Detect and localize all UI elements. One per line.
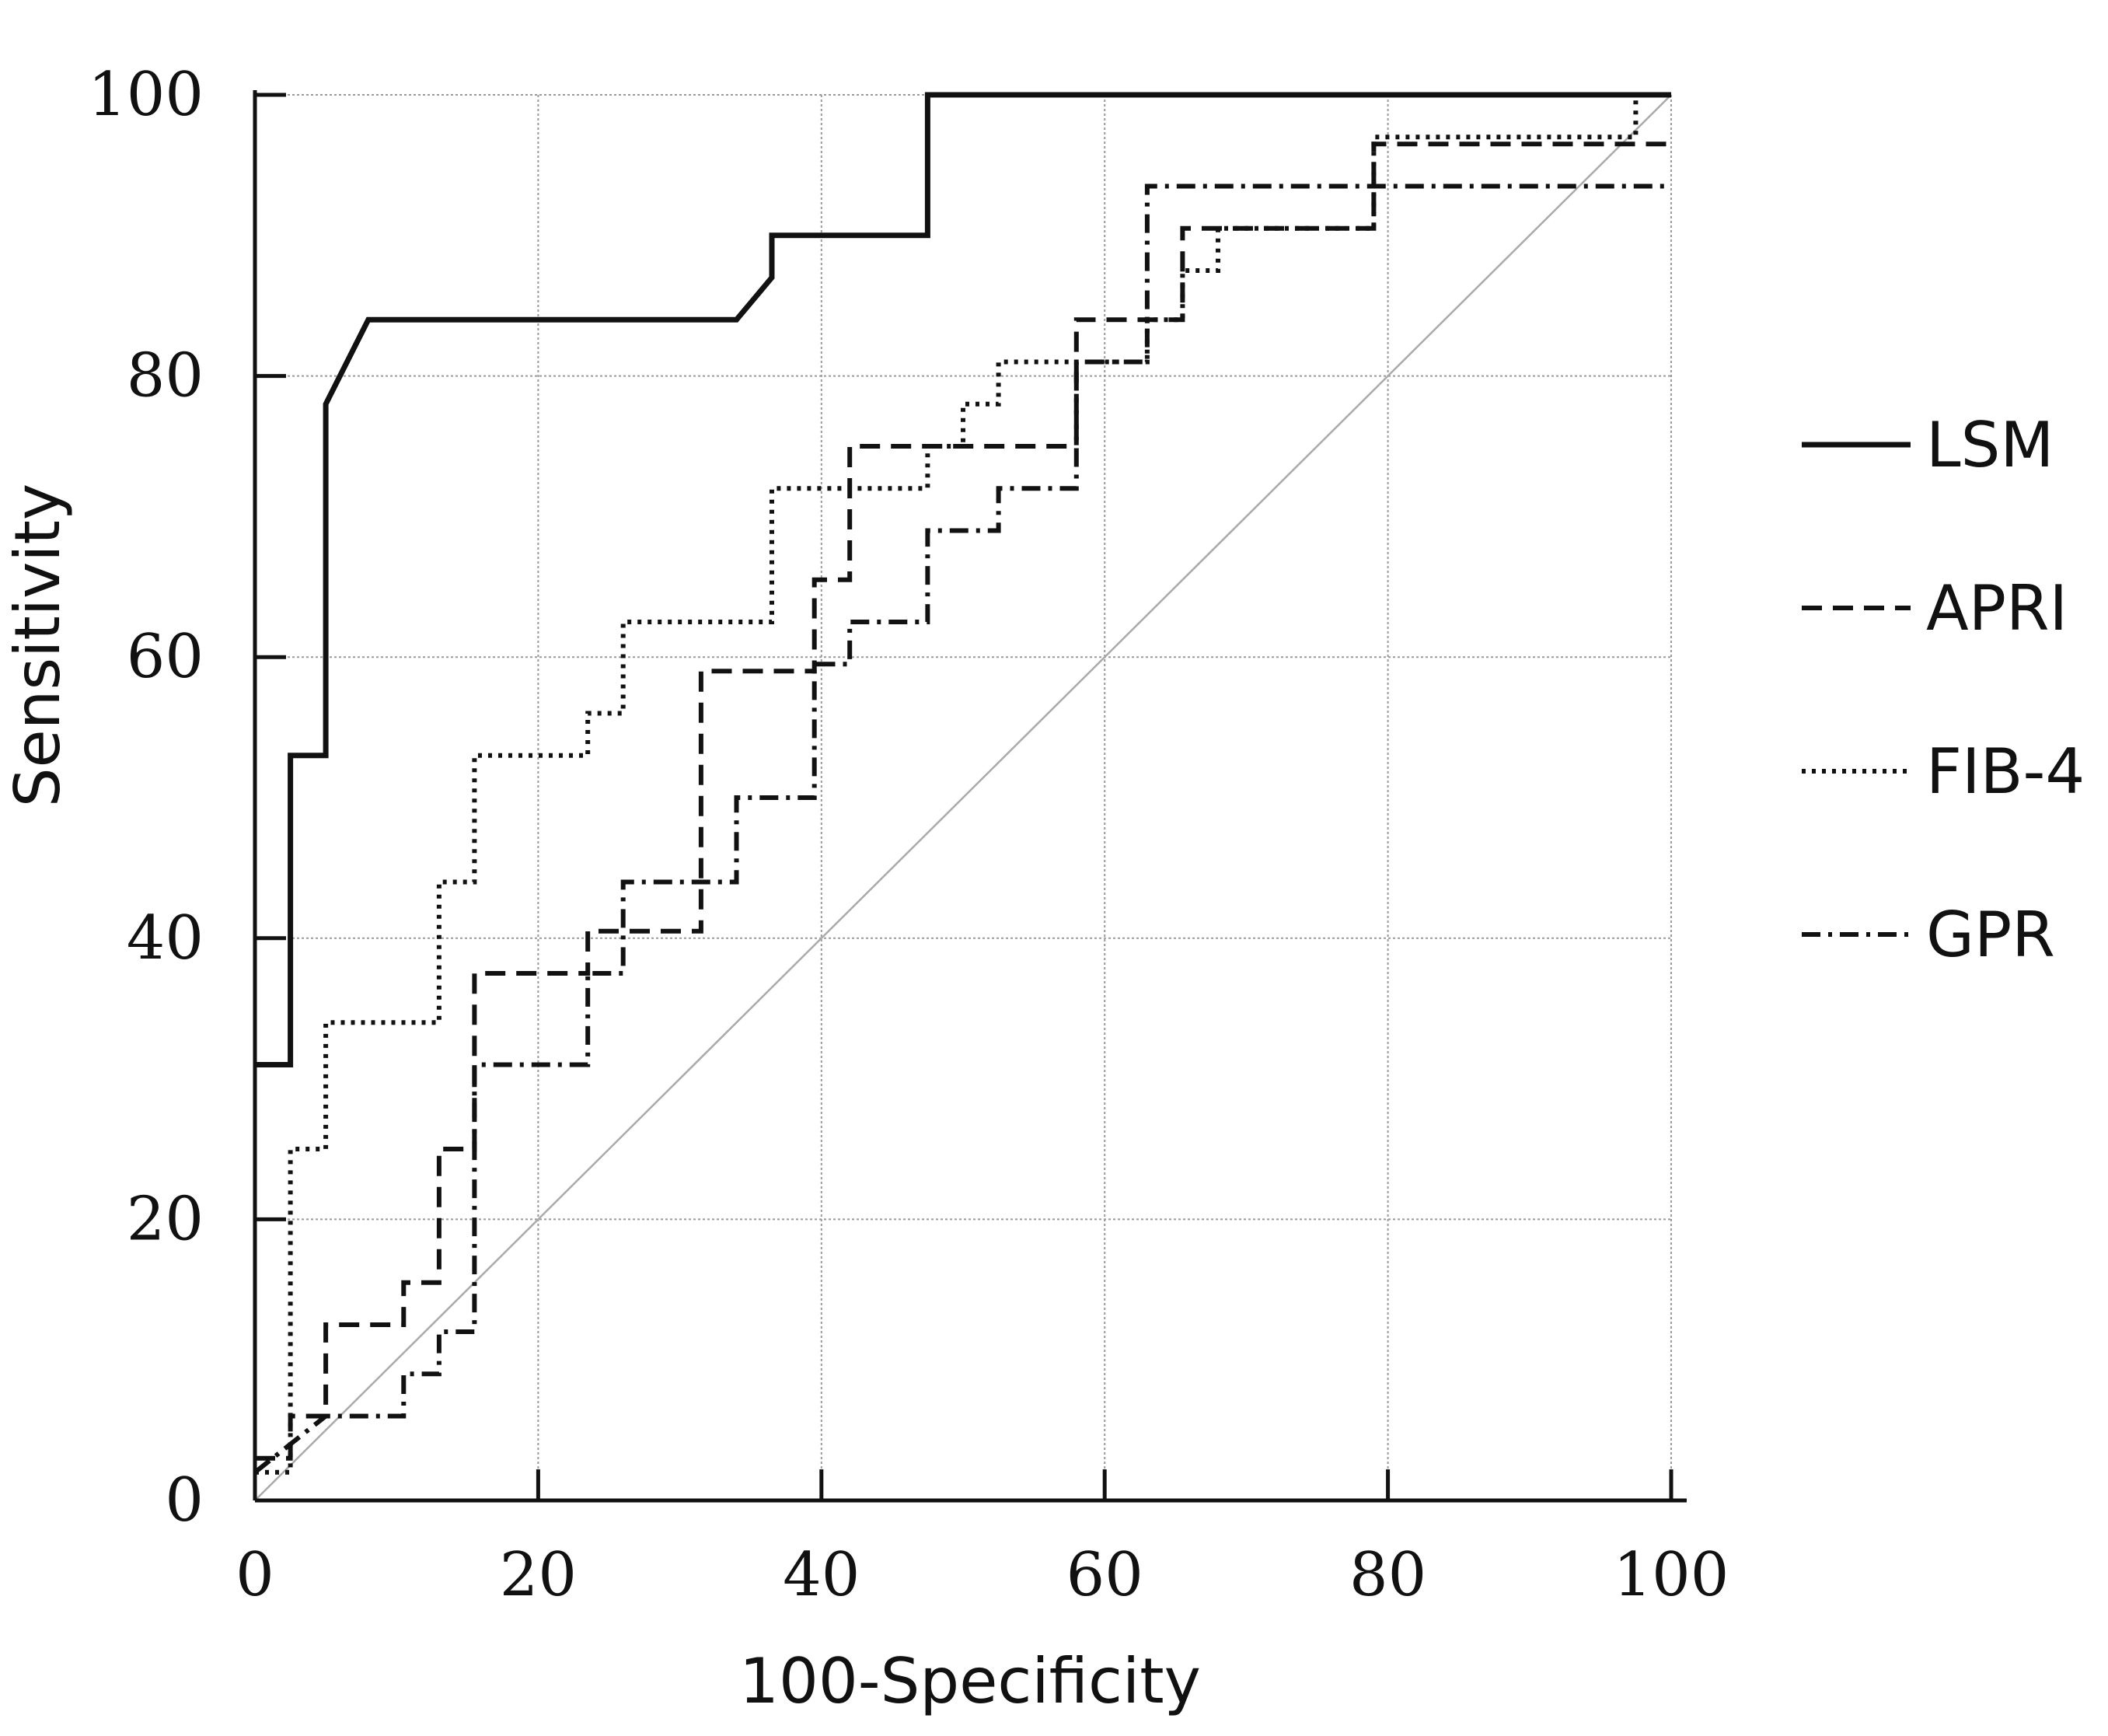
y-tick-label: 100: [88, 60, 204, 130]
x-tick-label: 100: [1614, 1540, 1729, 1610]
y-tick-label: 0: [165, 1465, 204, 1535]
x-tick-label: 60: [1066, 1540, 1143, 1610]
y-tick-label: 40: [127, 903, 204, 973]
tick-labels: 0 20 40 60 80 100 0 20 40 60 80 100: [88, 60, 1729, 1610]
legend-label: GPR: [1926, 899, 2055, 971]
series-line-gpr: [253, 183, 1671, 1475]
legend-label: FIB-4: [1926, 735, 2085, 808]
series-line-lsm: [255, 92, 1671, 1067]
x-tick-label: 20: [500, 1540, 577, 1610]
reference-line-group: [254, 94, 1672, 1501]
y-tick-label: 80: [127, 341, 204, 411]
grid: [255, 94, 1672, 1500]
series-line-apri: [255, 141, 1671, 1461]
y-tick-label: 20: [127, 1184, 204, 1254]
y-axis-label: Sensitivity: [2, 484, 74, 807]
reference-line: [254, 94, 1672, 1501]
series-group: [253, 92, 1671, 1475]
axes: [253, 90, 1687, 1503]
x-tick-label: 40: [783, 1540, 860, 1610]
legend: LSM APRI FIB-4 GPR: [1802, 409, 2085, 971]
y-tick-label: 60: [127, 622, 204, 692]
legend-label: APRI: [1926, 572, 2068, 644]
legend-label: LSM: [1926, 409, 2054, 481]
x-tick-label: 80: [1349, 1540, 1426, 1610]
x-tick-label: 0: [236, 1540, 274, 1610]
series-line-fib-4: [255, 93, 1671, 1475]
x-axis-label: 100-Specificity: [739, 1645, 1201, 1717]
